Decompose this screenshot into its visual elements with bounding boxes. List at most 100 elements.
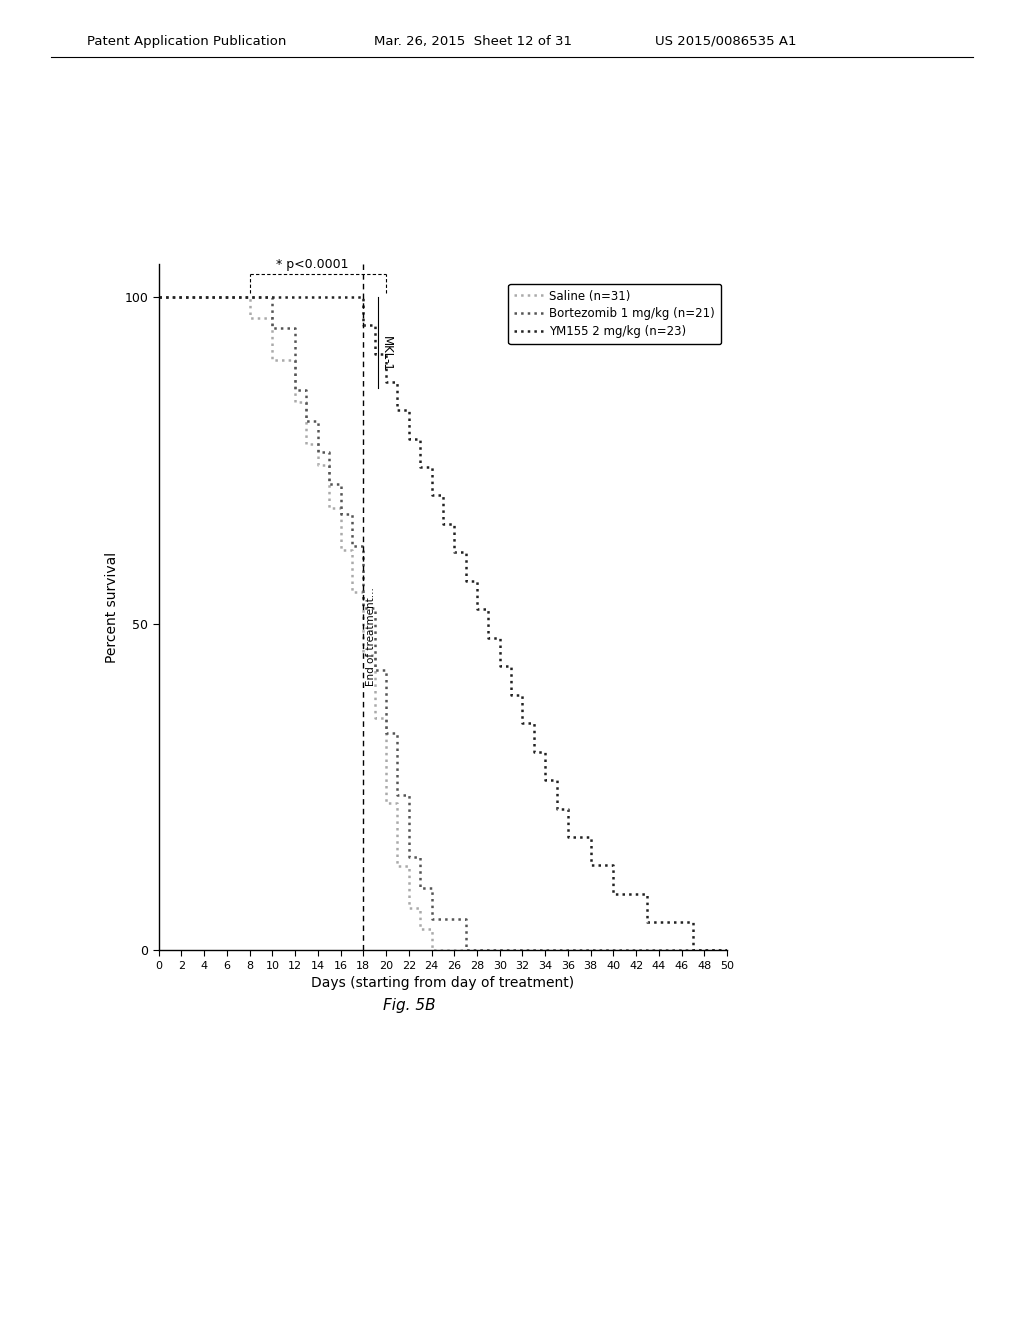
YM155 2 mg/kg (n=23)	[516, 686, 528, 702]
Bortezomib 1 mg/kg (n=21)	[391, 725, 403, 741]
YM155 2 mg/kg (n=23)	[436, 516, 449, 532]
Bortezomib 1 mg/kg (n=21)	[300, 383, 312, 399]
Text: Patent Application Publication: Patent Application Publication	[87, 34, 287, 48]
Saline (n=31)	[425, 921, 437, 937]
Text: MKL-1: MKL-1	[380, 335, 393, 372]
Saline (n=31)	[391, 858, 403, 874]
YM155 2 mg/kg (n=23)	[380, 346, 392, 362]
YM155 2 mg/kg (n=23)	[494, 659, 506, 675]
Saline (n=31)	[153, 289, 165, 305]
Saline (n=31)	[289, 393, 301, 409]
Bortezomib 1 mg/kg (n=21)	[266, 289, 279, 305]
Bortezomib 1 mg/kg (n=21)	[311, 445, 324, 461]
YM155 2 mg/kg (n=23)	[585, 858, 597, 874]
Saline (n=31)	[311, 437, 324, 453]
YM155 2 mg/kg (n=23)	[460, 544, 472, 560]
Saline (n=31)	[369, 710, 381, 726]
Bortezomib 1 mg/kg (n=21)	[289, 383, 301, 399]
YM155 2 mg/kg (n=23)	[460, 573, 472, 589]
YM155 2 mg/kg (n=23)	[562, 801, 574, 817]
Saline (n=31)	[357, 647, 370, 663]
YM155 2 mg/kg (n=23)	[505, 659, 517, 675]
YM155 2 mg/kg (n=23)	[527, 743, 540, 759]
YM155 2 mg/kg (n=23)	[414, 430, 426, 446]
Line: Bortezomib 1 mg/kg (n=21): Bortezomib 1 mg/kg (n=21)	[159, 297, 727, 950]
Saline (n=31)	[311, 458, 324, 474]
Saline (n=31)	[300, 393, 312, 409]
Bortezomib 1 mg/kg (n=21)	[357, 537, 370, 553]
YM155 2 mg/kg (n=23)	[357, 289, 370, 305]
Text: Mar. 26, 2015  Sheet 12 of 31: Mar. 26, 2015 Sheet 12 of 31	[374, 34, 571, 48]
YM155 2 mg/kg (n=23)	[425, 459, 437, 475]
Saline (n=31)	[402, 900, 415, 916]
Text: * p<0.0001: * p<0.0001	[275, 257, 348, 271]
YM155 2 mg/kg (n=23)	[562, 829, 574, 845]
Legend: Saline (n=31), Bortezomib 1 mg/kg (n=21), YM155 2 mg/kg (n=23): Saline (n=31), Bortezomib 1 mg/kg (n=21)…	[508, 284, 721, 345]
YM155 2 mg/kg (n=23)	[391, 374, 403, 389]
Saline (n=31)	[335, 541, 347, 557]
YM155 2 mg/kg (n=23)	[585, 829, 597, 845]
YM155 2 mg/kg (n=23)	[471, 573, 483, 589]
YM155 2 mg/kg (n=23)	[687, 942, 699, 958]
Saline (n=31)	[289, 352, 301, 368]
YM155 2 mg/kg (n=23)	[153, 289, 165, 305]
X-axis label: Days (starting from day of treatment): Days (starting from day of treatment)	[311, 977, 574, 990]
Saline (n=31)	[324, 500, 336, 516]
Bortezomib 1 mg/kg (n=21)	[380, 663, 392, 678]
Saline (n=31)	[369, 647, 381, 663]
Saline (n=31)	[414, 921, 426, 937]
YM155 2 mg/kg (n=23)	[607, 858, 620, 874]
Saline (n=31)	[721, 942, 733, 958]
Bortezomib 1 mg/kg (n=21)	[402, 849, 415, 865]
Bortezomib 1 mg/kg (n=21)	[324, 445, 336, 461]
YM155 2 mg/kg (n=23)	[391, 403, 403, 418]
Saline (n=31)	[300, 437, 312, 453]
Bortezomib 1 mg/kg (n=21)	[425, 880, 437, 896]
Bortezomib 1 mg/kg (n=21)	[425, 911, 437, 927]
Saline (n=31)	[346, 585, 358, 601]
Saline (n=31)	[391, 795, 403, 810]
YM155 2 mg/kg (n=23)	[449, 544, 461, 560]
Saline (n=31)	[335, 500, 347, 516]
Saline (n=31)	[425, 942, 437, 958]
Bortezomib 1 mg/kg (n=21)	[380, 725, 392, 741]
YM155 2 mg/kg (n=23)	[516, 715, 528, 731]
Bortezomib 1 mg/kg (n=21)	[324, 475, 336, 491]
Saline (n=31)	[244, 310, 256, 326]
YM155 2 mg/kg (n=23)	[607, 886, 620, 902]
YM155 2 mg/kg (n=23)	[357, 317, 370, 333]
Text: US 2015/0086535 A1: US 2015/0086535 A1	[655, 34, 797, 48]
YM155 2 mg/kg (n=23)	[551, 801, 563, 817]
Bortezomib 1 mg/kg (n=21)	[721, 942, 733, 958]
Y-axis label: Percent survival: Percent survival	[104, 552, 119, 663]
Bortezomib 1 mg/kg (n=21)	[311, 413, 324, 429]
Text: End of treatment...: End of treatment...	[366, 587, 376, 686]
YM155 2 mg/kg (n=23)	[425, 487, 437, 503]
YM155 2 mg/kg (n=23)	[687, 915, 699, 931]
YM155 2 mg/kg (n=23)	[721, 942, 733, 958]
Saline (n=31)	[357, 585, 370, 601]
YM155 2 mg/kg (n=23)	[505, 686, 517, 702]
Saline (n=31)	[324, 458, 336, 474]
YM155 2 mg/kg (n=23)	[641, 915, 653, 931]
YM155 2 mg/kg (n=23)	[369, 317, 381, 333]
Bortezomib 1 mg/kg (n=21)	[460, 942, 472, 958]
Bortezomib 1 mg/kg (n=21)	[369, 663, 381, 678]
YM155 2 mg/kg (n=23)	[494, 630, 506, 645]
Saline (n=31)	[380, 795, 392, 810]
Saline (n=31)	[402, 858, 415, 874]
YM155 2 mg/kg (n=23)	[369, 346, 381, 362]
Bortezomib 1 mg/kg (n=21)	[402, 787, 415, 803]
YM155 2 mg/kg (n=23)	[551, 772, 563, 788]
Bortezomib 1 mg/kg (n=21)	[346, 537, 358, 553]
Bortezomib 1 mg/kg (n=21)	[357, 599, 370, 615]
YM155 2 mg/kg (n=23)	[482, 601, 495, 616]
Bortezomib 1 mg/kg (n=21)	[335, 507, 347, 523]
Saline (n=31)	[414, 900, 426, 916]
YM155 2 mg/kg (n=23)	[539, 743, 551, 759]
Bortezomib 1 mg/kg (n=21)	[289, 321, 301, 337]
Saline (n=31)	[346, 541, 358, 557]
Line: YM155 2 mg/kg (n=23): YM155 2 mg/kg (n=23)	[159, 297, 727, 950]
Bortezomib 1 mg/kg (n=21)	[460, 911, 472, 927]
Bortezomib 1 mg/kg (n=21)	[300, 413, 312, 429]
